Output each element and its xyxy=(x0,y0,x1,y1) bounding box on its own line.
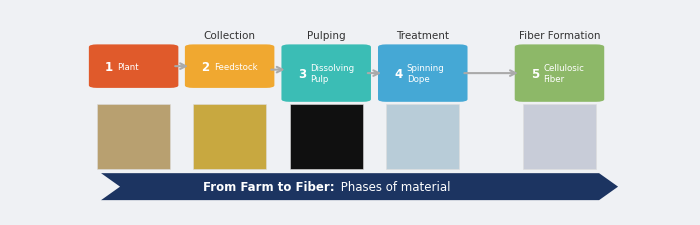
Text: Phases of material: Phases of material xyxy=(337,180,451,193)
Polygon shape xyxy=(101,173,618,200)
Text: Collection: Collection xyxy=(204,31,256,41)
Bar xyxy=(523,105,596,169)
FancyBboxPatch shape xyxy=(514,45,604,102)
Text: 5: 5 xyxy=(531,67,539,80)
Text: 2: 2 xyxy=(201,60,209,73)
Text: 1: 1 xyxy=(105,60,113,73)
Text: Dissolving
Pulp: Dissolving Pulp xyxy=(310,64,354,84)
Text: Feedstock: Feedstock xyxy=(214,62,258,71)
FancyBboxPatch shape xyxy=(378,45,468,102)
Text: Cellulosic
Fiber: Cellulosic Fiber xyxy=(543,64,584,84)
FancyBboxPatch shape xyxy=(185,45,274,88)
Text: Treatment: Treatment xyxy=(396,31,449,41)
Text: Plant: Plant xyxy=(118,62,139,71)
Text: 4: 4 xyxy=(394,67,402,80)
Bar xyxy=(290,105,363,169)
Text: 3: 3 xyxy=(298,67,306,80)
FancyBboxPatch shape xyxy=(89,45,178,88)
Text: From Farm to Fiber:: From Farm to Fiber: xyxy=(203,180,335,193)
Text: Spinning
Dope: Spinning Dope xyxy=(407,64,444,84)
FancyBboxPatch shape xyxy=(281,45,371,102)
Text: Pulping: Pulping xyxy=(307,31,346,41)
Bar xyxy=(97,105,170,169)
Text: Fiber Formation: Fiber Formation xyxy=(519,31,600,41)
Bar xyxy=(193,105,266,169)
Bar xyxy=(386,105,459,169)
